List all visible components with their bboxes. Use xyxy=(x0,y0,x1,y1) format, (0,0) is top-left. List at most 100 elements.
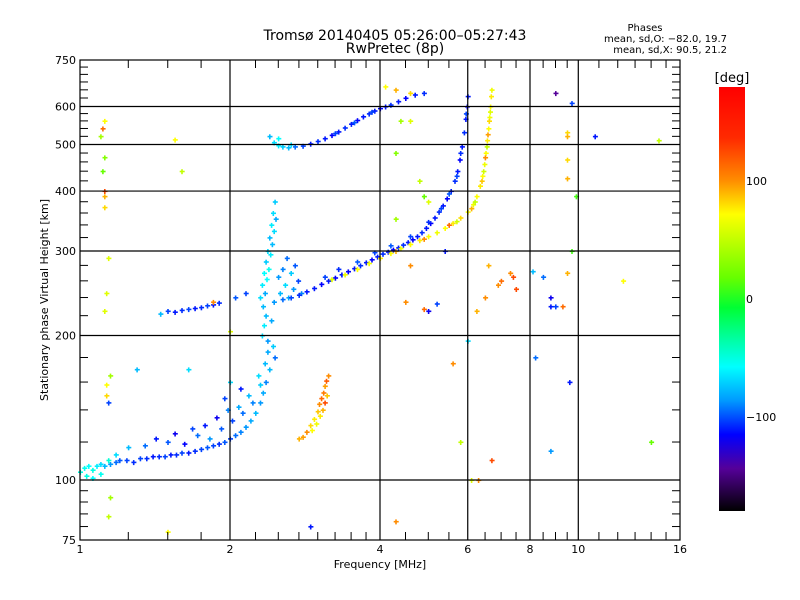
data-point xyxy=(434,301,440,307)
data-point xyxy=(458,151,464,156)
data-point xyxy=(317,413,323,419)
y-axis-title: Stationary phase Virtual Height [km] xyxy=(38,199,51,401)
colorbar-tick-labels: 100 0 −100 xyxy=(746,175,776,424)
data-point xyxy=(90,467,96,473)
data-point xyxy=(168,452,174,458)
data-point xyxy=(421,194,427,200)
y-tick-label: 300 xyxy=(55,245,76,258)
data-point xyxy=(541,274,547,280)
data-point xyxy=(321,390,327,396)
data-point xyxy=(264,277,270,283)
data-point xyxy=(272,199,278,205)
data-point xyxy=(438,206,444,212)
data-point xyxy=(238,429,244,435)
data-point xyxy=(199,305,205,311)
data-point xyxy=(205,445,211,451)
data-point xyxy=(592,134,598,140)
data-point xyxy=(346,269,351,275)
data-point xyxy=(300,143,306,149)
data-point xyxy=(567,380,573,386)
data-point xyxy=(243,291,249,297)
data-point xyxy=(267,134,273,140)
data-point xyxy=(393,519,399,525)
data-point xyxy=(150,454,156,460)
data-point xyxy=(421,307,427,313)
data-point xyxy=(288,271,294,276)
data-point xyxy=(454,219,460,225)
y-tick-labels: 75 100 200 300 400 500 600 750 xyxy=(55,54,76,547)
data-point xyxy=(499,278,505,284)
data-point xyxy=(280,144,286,150)
data-point xyxy=(270,242,276,248)
data-point xyxy=(324,378,330,384)
data-point xyxy=(165,309,171,314)
data-point xyxy=(366,111,372,117)
colorbar-label: [deg] xyxy=(715,71,750,86)
data-point xyxy=(102,194,108,200)
data-point xyxy=(565,176,571,182)
data-point xyxy=(489,87,495,93)
data-point xyxy=(315,409,321,415)
data-point xyxy=(98,134,104,140)
data-point xyxy=(322,400,328,406)
data-point xyxy=(261,390,266,396)
data-point xyxy=(246,393,252,399)
data-point xyxy=(621,278,627,284)
data-point xyxy=(284,256,290,262)
data-point xyxy=(271,229,277,235)
data-point xyxy=(309,428,315,434)
data-point xyxy=(372,250,378,256)
data-point xyxy=(292,263,298,269)
data-point xyxy=(258,400,264,406)
data-point xyxy=(108,373,114,379)
data-point xyxy=(186,367,192,373)
data-point xyxy=(488,109,493,115)
x-axis-title: Frequency [MHz] xyxy=(334,558,426,571)
data-point xyxy=(398,118,404,124)
data-point xyxy=(299,291,305,297)
y-tick-label: 400 xyxy=(55,185,76,198)
x-tick-label: 6 xyxy=(464,543,471,556)
data-point xyxy=(104,291,110,297)
data-point xyxy=(421,236,427,242)
data-point xyxy=(530,269,536,275)
data-point xyxy=(487,115,493,121)
data-point xyxy=(288,295,294,301)
legend-title: Phases xyxy=(627,23,662,34)
data-point xyxy=(548,295,554,301)
data-point xyxy=(355,259,361,265)
data-point xyxy=(238,386,244,392)
data-point xyxy=(280,297,286,303)
data-point xyxy=(426,199,432,205)
data-point xyxy=(333,131,339,137)
x-tick-label: 4 xyxy=(377,543,384,556)
data-point xyxy=(386,249,391,255)
data-point xyxy=(113,452,119,458)
data-point xyxy=(656,138,662,144)
data-point xyxy=(358,263,364,269)
data-point xyxy=(179,169,185,175)
data-point xyxy=(291,287,297,292)
data-point xyxy=(508,271,514,276)
data-point xyxy=(106,400,112,406)
data-point xyxy=(489,458,495,464)
x-tick-label: 8 xyxy=(527,543,534,556)
data-point xyxy=(100,126,106,132)
data-point xyxy=(260,282,266,288)
data-point xyxy=(322,274,328,280)
data-point xyxy=(308,524,314,530)
data-point xyxy=(262,271,267,276)
data-point xyxy=(98,471,104,477)
data-point xyxy=(262,291,268,297)
chart-subtitle: RwPretec (8p) xyxy=(346,41,444,57)
data-point xyxy=(480,174,486,179)
data-point xyxy=(90,476,96,481)
data-point xyxy=(511,274,517,280)
data-point xyxy=(98,462,104,467)
x-tick-labels: 1 2 4 6 8 10 16 xyxy=(77,543,688,556)
x-tick-label: 1 xyxy=(77,543,84,556)
data-point xyxy=(104,393,110,399)
data-point xyxy=(199,447,205,453)
y-tick-label: 600 xyxy=(55,101,76,114)
data-point xyxy=(104,382,110,388)
